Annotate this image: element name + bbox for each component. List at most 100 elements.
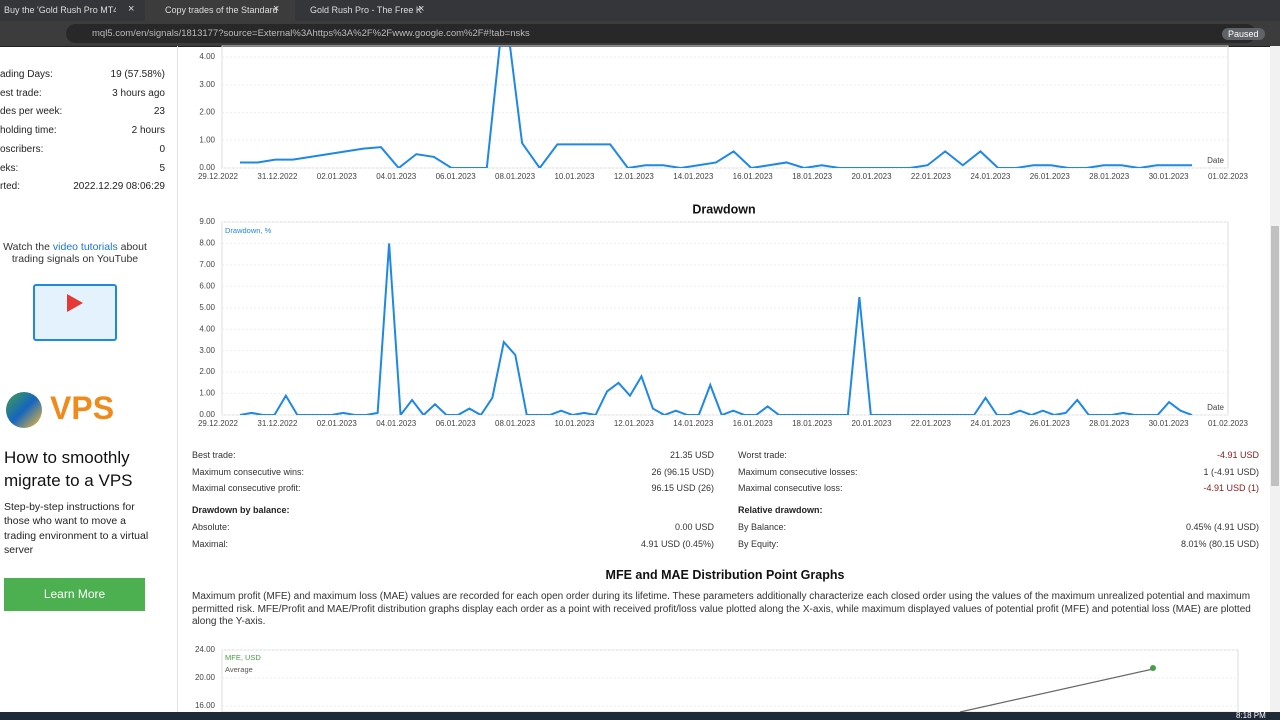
- stat-label: By Equity:: [738, 538, 779, 549]
- y-tick-label: 4.00: [199, 52, 215, 61]
- stat-label: des per week:: [0, 106, 63, 118]
- stat-value: 3 hours ago: [112, 87, 165, 99]
- stat-label: Maximum consecutive wins:: [192, 466, 305, 477]
- x-tick-label: 24.01.2023: [970, 172, 1011, 181]
- video-text: Watch the video tutorials about trading …: [0, 241, 150, 265]
- legend: Drawdown, %: [225, 226, 272, 235]
- url-box[interactable]: [66, 24, 1256, 43]
- vps-logo: VPS: [50, 390, 115, 426]
- stat-label: Worst trade:: [738, 450, 787, 460]
- stat-value: 2022.12.29 08:06:29: [73, 181, 165, 193]
- stat-value: 0: [159, 143, 165, 155]
- tab-title: Buy the 'Gold Rush Pro MT4' Tra: [4, 5, 116, 15]
- learn-more-button[interactable]: Learn More: [4, 578, 145, 611]
- stat-label: Absolute:: [192, 522, 230, 532]
- y-tick-label: 8.00: [199, 239, 215, 248]
- vps-text: Step-by-step instructions for those who …: [4, 501, 149, 556]
- stat-label: Maximal consecutive profit:: [192, 483, 301, 493]
- tab-title: Copy trades of the Standard DM: [165, 5, 277, 15]
- y-tick-label: 24.00: [195, 645, 216, 654]
- sidebar-divider: [177, 46, 178, 712]
- stat-value: 5: [159, 162, 165, 174]
- x-tick-label: 24.01.2023: [970, 419, 1011, 428]
- stat-value: -4.91 USD: [1216, 450, 1259, 460]
- stat-value: 19 (57.58%): [110, 69, 165, 80]
- video-text-part: trading signals on YouTube: [11, 253, 139, 265]
- x-tick-label: 08.01.2023: [495, 172, 536, 181]
- video-text-part: about: [120, 241, 147, 253]
- stat-value: 1 (-4.91 USD): [1203, 466, 1259, 477]
- y-tick-label: 20.00: [195, 673, 216, 682]
- x-tick-label: 30.01.2023: [1149, 172, 1190, 181]
- section-title: MFE and MAE Distribution Point Graphs: [605, 568, 845, 582]
- vps-title: How to smoothly migrate to a VPS: [4, 448, 133, 490]
- plot-area: [221, 221, 1229, 416]
- x-tick-label: 02.01.2023: [317, 419, 358, 428]
- y-tick-label: 16.00: [195, 701, 216, 710]
- stat-value: 2 hours: [131, 125, 165, 137]
- video-text-part: Watch the: [3, 241, 50, 253]
- x-tick-label: 18.01.2023: [792, 172, 833, 181]
- clock: 8:18 PM: [1236, 711, 1266, 720]
- stat-value: 8.01% (80.15 USD): [1180, 538, 1259, 549]
- vps-icon: [6, 392, 42, 428]
- stat-value: 21.35 USD: [669, 450, 714, 460]
- line-series: [239, 243, 1193, 415]
- tab[interactable]: [145, 0, 295, 21]
- x-tick-label: 16.01.2023: [733, 172, 774, 181]
- x-tick-label: 14.01.2023: [673, 419, 714, 428]
- stat-value: 23: [153, 106, 165, 118]
- profile[interactable]: Paused: [1222, 28, 1265, 40]
- y-tick-label: 5.00: [199, 303, 215, 312]
- y-tick-label: 7.00: [199, 260, 215, 269]
- stat-label: rted:: [0, 181, 21, 193]
- x-tick-label: 20.01.2023: [852, 172, 893, 181]
- x-axis-label: Date: [1207, 403, 1224, 412]
- x-tick-label: 06.01.2023: [436, 172, 477, 181]
- x-tick-label: 31.12.2022: [257, 172, 298, 181]
- stat-header: Relative drawdown:: [738, 505, 823, 515]
- x-tick-label: 06.01.2023: [436, 419, 477, 428]
- video-text-part[interactable]: video tutorials: [52, 241, 118, 253]
- stat-value: 96.15 USD (26): [651, 483, 714, 493]
- scrollbar: [1270, 46, 1280, 712]
- tab-close[interactable]: ×: [128, 3, 135, 15]
- x-tick-label: 01.02.2023: [1208, 419, 1249, 428]
- y-tick-label: 1.00: [199, 135, 215, 144]
- x-tick-label: 22.01.2023: [911, 419, 952, 428]
- y-tick-label: 4.00: [199, 324, 215, 333]
- taskbar: [0, 712, 1280, 720]
- stat-label: Maximal consecutive loss:: [738, 483, 843, 493]
- tab-close[interactable]: ×: [418, 3, 425, 15]
- x-tick-label: 20.01.2023: [852, 419, 893, 428]
- chart-title: Drawdown: [692, 202, 755, 216]
- y-tick-label: 2.00: [199, 108, 215, 117]
- tab-bar: [0, 0, 1280, 21]
- stat-label: Maximum consecutive losses:: [738, 466, 858, 477]
- tab-close[interactable]: ×: [273, 3, 280, 15]
- x-tick-label: 01.02.2023: [1208, 172, 1249, 181]
- y-tick-label: 6.00: [199, 281, 215, 290]
- stat-label: ading Days:: [0, 69, 53, 80]
- y-tick-label: 3.00: [199, 346, 215, 355]
- plot-area: [221, 649, 1239, 712]
- y-tick-label: 3.00: [199, 80, 215, 89]
- url: mql5.com/en/signals/1813177?source=Exter…: [92, 28, 530, 39]
- tab-title: Gold Rush Pro - The Free Key to: [310, 5, 422, 15]
- line-series: [240, 46, 1192, 168]
- stat-label: est trade:: [0, 87, 42, 99]
- x-tick-label: 18.01.2023: [792, 419, 833, 428]
- stat-value: 4.91 USD (0.45%): [640, 538, 714, 549]
- x-tick-label: 31.12.2022: [257, 419, 298, 428]
- x-tick-label: 02.01.2023: [317, 172, 358, 181]
- stat-value: 0.45% (4.91 USD): [1185, 522, 1259, 532]
- x-tick-label: 22.01.2023: [911, 172, 952, 181]
- x-axis-label: Date: [1207, 156, 1224, 165]
- stat-label: Maximal:: [192, 538, 229, 549]
- y-tick-label: 1.00: [199, 389, 215, 398]
- point: [1150, 665, 1156, 671]
- stat-value: -4.91 USD (1): [1203, 483, 1259, 493]
- stat-value: 0.00 USD: [674, 522, 714, 532]
